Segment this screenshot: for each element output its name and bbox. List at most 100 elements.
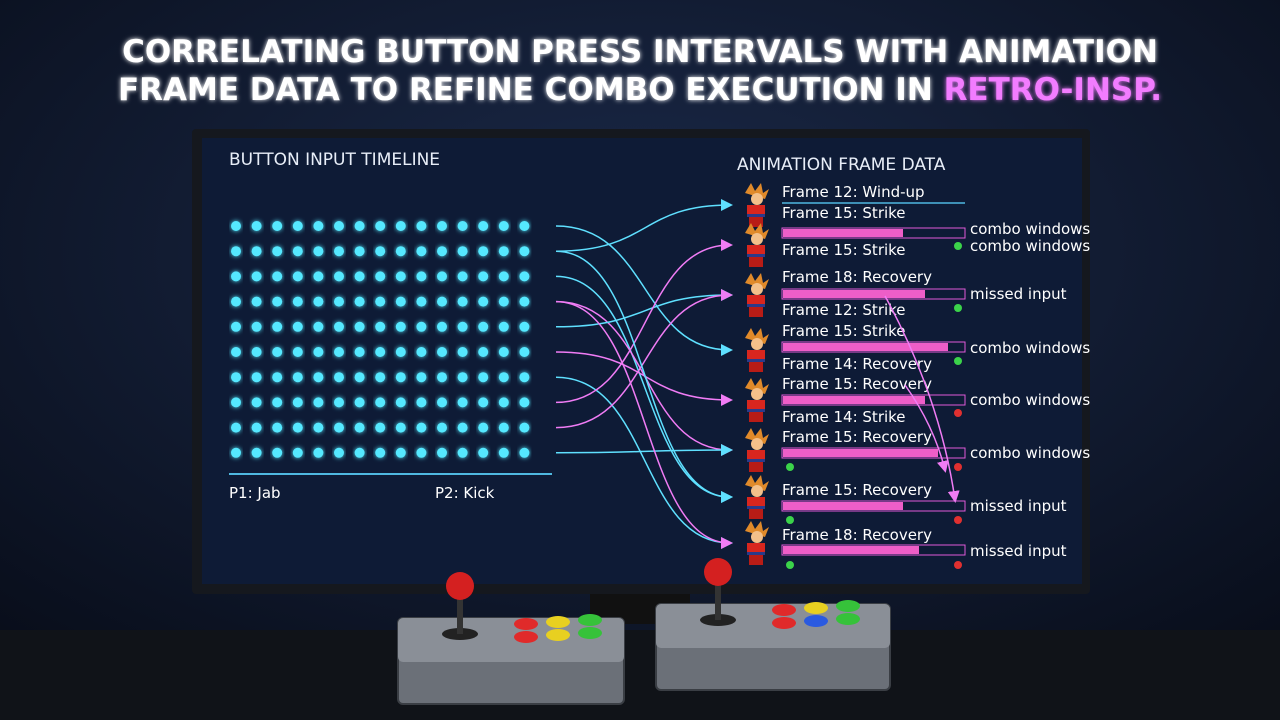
input-dot (354, 246, 365, 257)
input-dot (251, 422, 262, 433)
joystick-shaft (715, 578, 721, 620)
sprite-legs (749, 307, 763, 317)
input-dot (395, 296, 406, 307)
input-dot (354, 372, 365, 383)
bar-track (781, 227, 966, 239)
input-dot (231, 347, 241, 357)
input-dot (231, 246, 241, 257)
input-dot (375, 347, 386, 357)
input-dot (251, 372, 262, 383)
sprite-belt (747, 459, 765, 462)
input-dot (354, 271, 365, 282)
input-dot (375, 296, 386, 307)
input-dot (457, 422, 468, 433)
input-dot (231, 296, 241, 307)
bar-fill (783, 229, 903, 237)
input-dot (457, 372, 468, 383)
sprite-hair (745, 475, 769, 491)
input-dot (251, 397, 262, 408)
input-dot (437, 221, 447, 231)
input-dot (231, 422, 241, 433)
input-dot (292, 246, 303, 257)
note: combo windows (970, 444, 1090, 462)
input-dot (457, 271, 468, 282)
input-dot (498, 246, 509, 257)
input-dot (354, 296, 365, 307)
link-curve (555, 300, 733, 549)
frame-label: Frame 12: Wind-up (782, 183, 925, 201)
input-dot (334, 296, 344, 307)
sprite-head (751, 193, 763, 205)
input-dot (437, 447, 447, 458)
arcade-button (804, 615, 828, 627)
right-heading: ANIMATION FRAME DATA (737, 155, 946, 175)
input-dot (478, 321, 489, 332)
status-dot (954, 463, 962, 471)
note: missed input (970, 285, 1067, 303)
input-dot (292, 397, 303, 408)
input-dot (416, 246, 427, 257)
link-curve (555, 444, 733, 457)
input-dot (272, 422, 283, 433)
input-dot (272, 347, 283, 357)
miss-arrow (884, 295, 960, 503)
input-dot (313, 246, 324, 257)
input-dot (478, 422, 489, 433)
note: missed input (970, 542, 1067, 560)
input-dot (519, 296, 530, 307)
sprite-legs (749, 555, 763, 565)
input-dot (416, 447, 427, 458)
input-dot (231, 271, 241, 282)
input-dot (251, 271, 262, 282)
input-dot (375, 246, 386, 257)
input-dot (519, 221, 530, 231)
desk (0, 630, 1280, 720)
input-dot (457, 397, 468, 408)
input-dot (313, 347, 324, 357)
input-dot (498, 296, 509, 307)
sprite (745, 328, 769, 372)
link-curve (555, 289, 733, 429)
input-dot (231, 321, 241, 332)
joystick-ball (704, 558, 732, 586)
input-dot (437, 372, 447, 383)
input-dot (313, 271, 324, 282)
status-dot (954, 516, 962, 524)
sprite-legs (749, 217, 763, 227)
input-dot (292, 321, 303, 332)
input-dot (313, 296, 324, 307)
input-dot (498, 447, 509, 458)
input-dot (313, 397, 324, 408)
sprite-hair (745, 428, 769, 444)
status-dot (786, 516, 794, 524)
input-dot (478, 246, 489, 257)
input-dot (395, 422, 406, 433)
sprite (745, 521, 769, 565)
link-curve (555, 199, 733, 252)
input-dot (519, 271, 530, 282)
sprite-hair (745, 378, 769, 394)
input-dot (519, 397, 530, 408)
input-dot (375, 321, 386, 332)
sprite-belt (747, 506, 765, 509)
input-dot (519, 347, 530, 357)
input-dot (354, 221, 365, 231)
input-dot (416, 321, 427, 332)
sprite-belt (747, 254, 765, 257)
input-dot (272, 321, 283, 332)
input-dot (313, 422, 324, 433)
input-dot (334, 422, 344, 433)
frame-label: Frame 15: Strike (782, 241, 906, 259)
input-dot (519, 422, 530, 433)
input-dot (354, 397, 365, 408)
bar-track (781, 394, 966, 406)
bar-track (781, 544, 966, 556)
input-dot (272, 296, 283, 307)
input-dot (251, 296, 262, 307)
input-dot (457, 246, 468, 257)
input-dot (313, 447, 324, 458)
sprite-head (751, 438, 763, 450)
bar-track (781, 447, 966, 459)
